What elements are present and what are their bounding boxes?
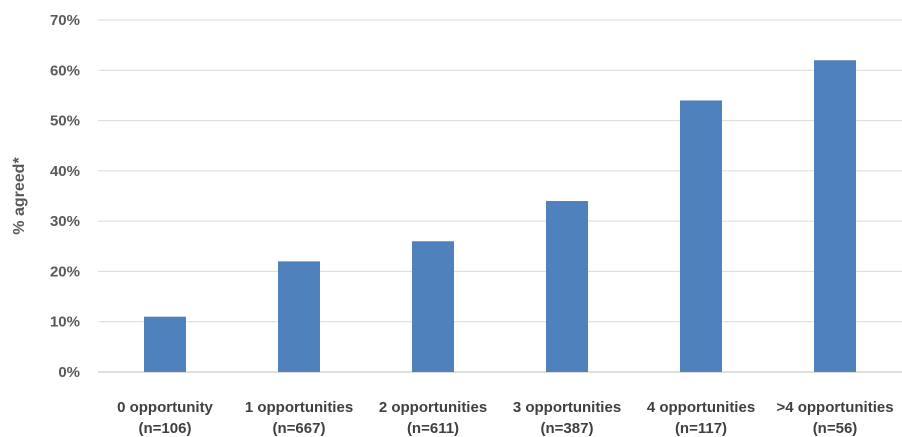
bar bbox=[278, 261, 320, 372]
x-category-count: (n=56) bbox=[813, 420, 858, 437]
gridlines bbox=[98, 19, 902, 373]
x-category-count: (n=106) bbox=[139, 420, 192, 437]
x-category-count: (n=667) bbox=[273, 420, 326, 437]
bar bbox=[814, 60, 856, 372]
y-tick-label: 20% bbox=[50, 263, 80, 280]
x-axis-categories: 0 opportunity (n=106) 1 opportunities (n=66… bbox=[117, 399, 893, 437]
y-tick-label: 70% bbox=[50, 12, 80, 29]
x-category-label: 1 opportunities bbox=[245, 399, 353, 416]
bar bbox=[144, 316, 186, 372]
y-tick-label: 40% bbox=[50, 163, 80, 180]
x-category-count: (n=117) bbox=[675, 420, 727, 437]
x-category-label: 3 opportunities bbox=[513, 399, 621, 416]
y-axis-title: % agreed* bbox=[11, 157, 28, 235]
x-category-label: 2 opportunities bbox=[379, 399, 487, 416]
x-category-count: (n=387) bbox=[541, 420, 594, 437]
bar bbox=[412, 241, 454, 372]
x-category-label: 0 opportunity bbox=[117, 399, 213, 416]
bar bbox=[680, 100, 722, 372]
x-category-label: 4 opportunities bbox=[647, 399, 755, 416]
x-category-count: (n=611) bbox=[407, 420, 459, 437]
bar bbox=[546, 201, 588, 372]
y-tick-label: 30% bbox=[50, 213, 80, 230]
y-tick-label: 60% bbox=[50, 62, 80, 79]
y-axis-ticks: 0% 10% 20% 30% 40% 50% 60% 70% bbox=[50, 12, 80, 381]
y-tick-label: 50% bbox=[50, 113, 80, 130]
x-category-label: >4 opportunities bbox=[776, 399, 893, 416]
y-tick-label: 0% bbox=[58, 364, 80, 381]
y-tick-label: 10% bbox=[50, 314, 80, 331]
bars bbox=[144, 60, 856, 372]
